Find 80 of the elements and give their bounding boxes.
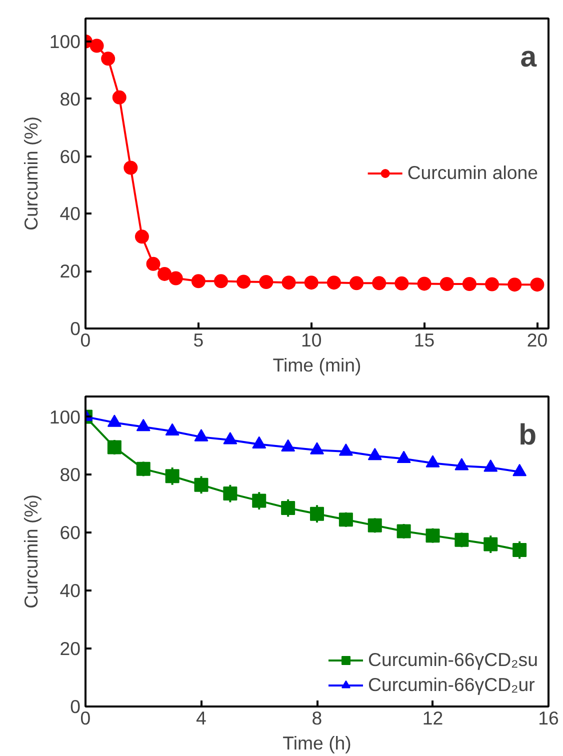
point: [485, 277, 500, 292]
point: [396, 450, 411, 464]
x-axis-title: Time (h): [282, 732, 352, 754]
point: [350, 276, 364, 290]
legend-label: Curcumin-66γCD₂su: [368, 649, 538, 671]
point: [90, 38, 104, 53]
point: [194, 478, 208, 492]
y-tick-label: 100: [49, 406, 81, 428]
point: [168, 271, 183, 286]
point: [484, 459, 498, 472]
x-tick-label: 8: [312, 708, 322, 728]
point: [512, 543, 527, 558]
y-axis-title: Curcumin (%): [20, 494, 42, 609]
point: [454, 458, 469, 470]
y-tick-label: 40: [60, 203, 81, 224]
point: [165, 469, 180, 484]
point: [440, 277, 454, 291]
point: [512, 464, 527, 476]
point: [223, 486, 238, 501]
point: [310, 506, 324, 521]
annotation: a: [520, 40, 538, 74]
y-tick-label: 20: [60, 638, 81, 660]
point: [252, 494, 266, 508]
point: [158, 266, 172, 281]
point: [194, 429, 208, 442]
point: [236, 274, 251, 289]
point: [394, 276, 409, 290]
point: [124, 160, 138, 175]
point: [136, 462, 150, 476]
point: [252, 436, 266, 449]
point: [326, 276, 341, 290]
x-tick-label: 10: [300, 330, 322, 350]
point: [304, 276, 318, 290]
y-tick-label: 80: [60, 88, 81, 110]
point: [223, 432, 238, 444]
y-tick-label: 100: [49, 30, 81, 52]
point: [396, 524, 411, 538]
legend-label: Curcumin-66γCD₂ur: [368, 674, 535, 696]
point: [462, 277, 476, 291]
point: [146, 256, 160, 271]
point: [101, 52, 116, 66]
point: [134, 230, 149, 244]
point: [282, 276, 296, 290]
x-axis-title: Time (min): [272, 354, 362, 376]
point: [426, 455, 440, 468]
annotation: b: [518, 418, 537, 452]
y-tick-label: 60: [60, 146, 81, 167]
point: [508, 278, 522, 292]
x-tick-label: 5: [193, 330, 204, 350]
point: [107, 414, 122, 427]
point: [417, 276, 432, 291]
x-tick-label: 16: [538, 708, 559, 728]
point: [368, 448, 382, 460]
point: [214, 274, 228, 288]
y-tick-label: 60: [60, 522, 81, 544]
point: [112, 90, 126, 104]
x-tick-label: 12: [422, 708, 444, 728]
point: [310, 442, 324, 454]
x-tick-label: 20: [526, 330, 548, 350]
point: [165, 423, 180, 436]
legend-label: Curcumin alone: [407, 162, 538, 184]
y-tick-label: 20: [60, 260, 81, 282]
point: [338, 512, 353, 527]
y-axis-title: Curcumin (%): [20, 116, 42, 231]
y-tick-label: 80: [60, 464, 81, 486]
point: [454, 532, 469, 547]
x-tick-label: 15: [414, 330, 435, 350]
point: [136, 418, 150, 432]
x-tick-label: 4: [196, 708, 206, 728]
point: [259, 275, 274, 289]
point: [426, 528, 440, 543]
point: [530, 278, 544, 292]
point: [191, 274, 206, 288]
point: [368, 518, 382, 532]
point: [484, 537, 498, 552]
y-tick-label: 40: [60, 580, 81, 602]
point: [281, 439, 296, 452]
point: [372, 276, 386, 290]
point: [338, 444, 353, 456]
point: [281, 501, 296, 516]
